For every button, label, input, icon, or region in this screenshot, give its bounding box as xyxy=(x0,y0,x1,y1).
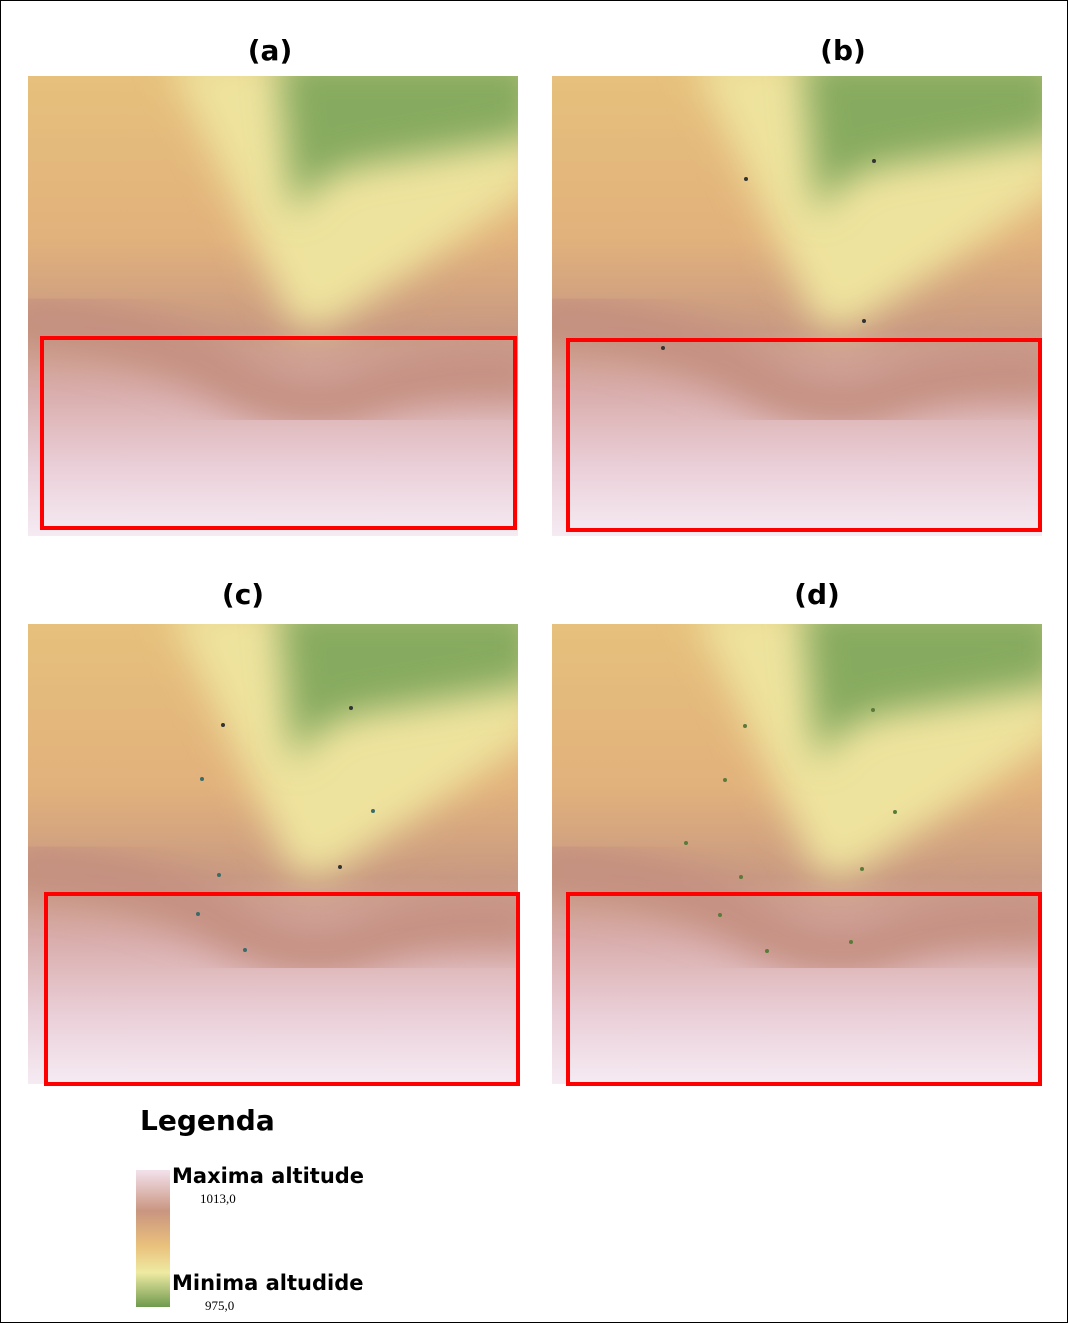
terrain xyxy=(8,604,538,1084)
legend-bar xyxy=(136,1170,170,1307)
sample-point xyxy=(221,723,225,727)
map-panel xyxy=(532,604,1062,1084)
sample-point xyxy=(739,875,743,879)
sample-point xyxy=(723,778,727,782)
map-panel xyxy=(532,56,1062,536)
panel-label: (b) xyxy=(820,34,866,67)
sample-point xyxy=(860,867,864,871)
sample-point xyxy=(871,708,875,712)
map-panel xyxy=(8,604,538,1084)
sample-point xyxy=(200,777,204,781)
sample-point xyxy=(718,913,722,917)
sample-point xyxy=(371,809,375,813)
sample-point xyxy=(196,912,200,916)
sample-point xyxy=(743,724,747,728)
sample-point xyxy=(243,948,247,952)
sample-point xyxy=(765,949,769,953)
legend-min-value: 975,0 xyxy=(205,1298,234,1313)
sample-point xyxy=(862,319,866,323)
legend-max-label: Maxima altitude xyxy=(172,1164,364,1188)
map-panel xyxy=(8,56,538,536)
terrain xyxy=(532,604,1062,1084)
legend-max-value: 1013,0 xyxy=(200,1191,236,1206)
terrain xyxy=(532,56,1062,536)
sample-point xyxy=(744,177,748,181)
figure: (a) (b) (c) (d) Legenda Maxima altitude 101… xyxy=(0,0,1068,1323)
panel-label: (a) xyxy=(248,34,293,67)
terrain xyxy=(8,56,538,536)
sample-point xyxy=(217,873,221,877)
panel-label: (c) xyxy=(222,578,264,611)
legend-min-label: Minima altudide xyxy=(172,1271,363,1295)
legend-title: Legenda xyxy=(140,1104,275,1137)
sample-point xyxy=(893,810,897,814)
sample-point xyxy=(684,841,688,845)
sample-point xyxy=(349,706,353,710)
sample-point xyxy=(338,865,342,869)
panel-label: (d) xyxy=(794,578,840,611)
sample-point xyxy=(661,346,665,350)
sample-point xyxy=(849,940,853,944)
sample-point xyxy=(872,159,876,163)
